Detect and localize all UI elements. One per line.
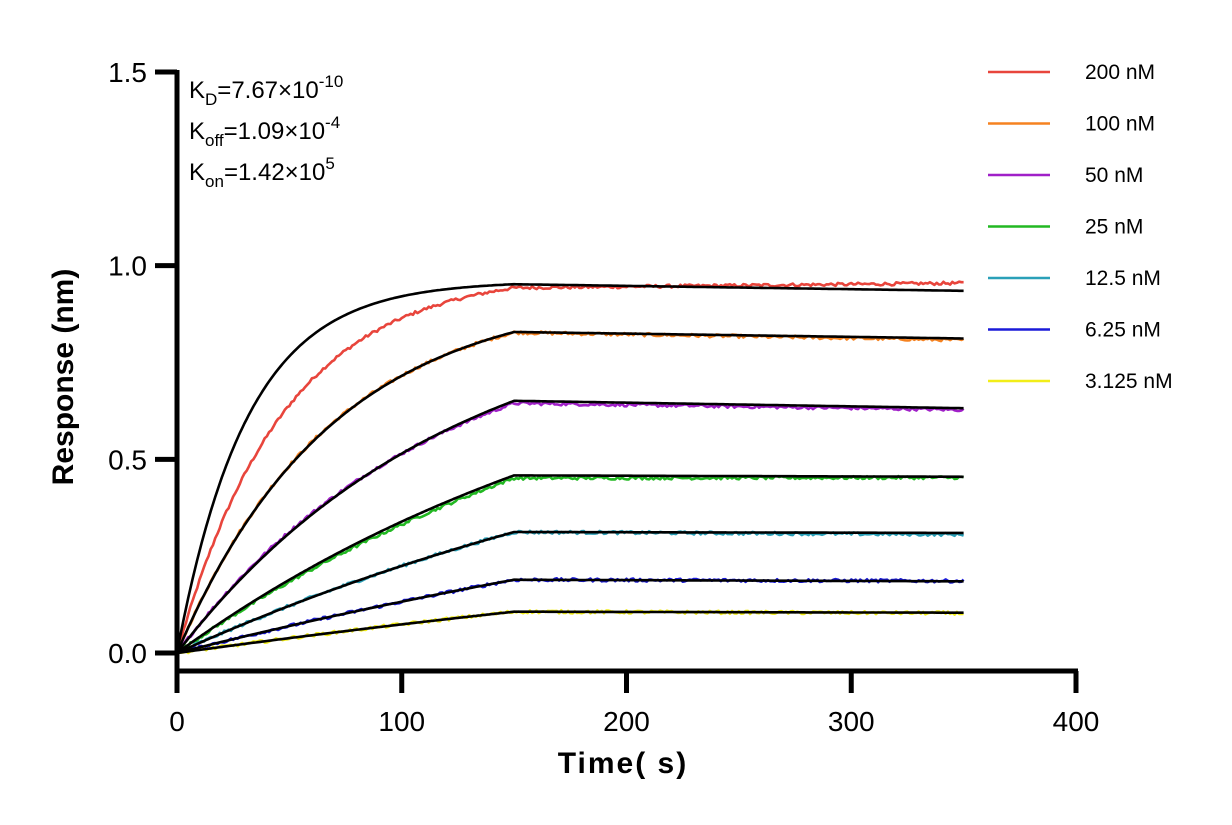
y-axis-title: Response (nm) xyxy=(47,269,80,486)
ticks-layer: 0.0 0.5 1.0 1.5 0 100 200 300 400 xyxy=(108,57,1099,737)
kinetic-param-1: Koff=1.09×10-4 xyxy=(189,113,340,150)
kinetic-param-2: Kon=1.42×105 xyxy=(189,154,335,191)
legend-item-6: 3.125 nM xyxy=(988,370,1173,393)
fit-curve-5 xyxy=(176,578,964,655)
legend-label-3: 25 nM xyxy=(1085,216,1143,239)
legend-item-2: 50 nM xyxy=(988,164,1143,187)
y-tick-label-1: 0.5 xyxy=(108,444,147,475)
series-trace-6 xyxy=(176,608,964,655)
fit-curve-1 xyxy=(175,330,964,654)
x-tick-label-4: 400 xyxy=(1053,706,1100,737)
legend-item-5: 6.25 nM xyxy=(988,319,1161,342)
legend-label-1: 100 nM xyxy=(1085,113,1155,136)
y-tick-label-3: 1.5 xyxy=(108,57,147,88)
fit-curve-4 xyxy=(176,530,964,655)
x-tick-label-2: 200 xyxy=(603,706,650,737)
x-axis-title: Time( s) xyxy=(558,747,688,780)
kinetics-annotation: KD=7.67×10-10 Koff=1.09×10-4 Kon=1.42×105 xyxy=(189,72,343,191)
legend-label-0: 200 nM xyxy=(1085,61,1155,84)
curves-layer xyxy=(175,280,965,655)
series-trace-4 xyxy=(176,529,965,655)
x-tick-label-0: 0 xyxy=(169,706,185,737)
legend-item-4: 12.5 nM xyxy=(988,267,1161,290)
legend-item-1: 100 nM xyxy=(988,113,1155,136)
series-trace-5 xyxy=(176,576,965,655)
legend-label-4: 12.5 nM xyxy=(1085,267,1161,290)
fit-curve-2 xyxy=(175,399,964,654)
kinetic-param-0: KD=7.67×10-10 xyxy=(189,72,343,109)
fit-curve-3 xyxy=(176,474,964,655)
series-trace-3 xyxy=(176,474,964,655)
fit-curve-6 xyxy=(176,610,964,655)
legend-label-2: 50 nM xyxy=(1085,164,1143,187)
y-tick-label-2: 1.0 xyxy=(108,251,147,282)
fit-curve-0 xyxy=(175,282,964,654)
y-tick-label-0: 0.0 xyxy=(108,638,147,669)
legend-label-5: 6.25 nM xyxy=(1085,319,1161,342)
legend: 200 nM 100 nM 50 nM 25 nM 12.5 nM 6.25 nM 3.12… xyxy=(988,61,1173,393)
x-tick-label-1: 100 xyxy=(378,706,425,737)
legend-label-6: 3.125 nM xyxy=(1085,370,1173,393)
series-trace-0 xyxy=(175,280,964,654)
legend-item-3: 25 nM xyxy=(988,216,1143,239)
x-tick-label-3: 300 xyxy=(828,706,875,737)
legend-item-0: 200 nM xyxy=(988,61,1155,84)
